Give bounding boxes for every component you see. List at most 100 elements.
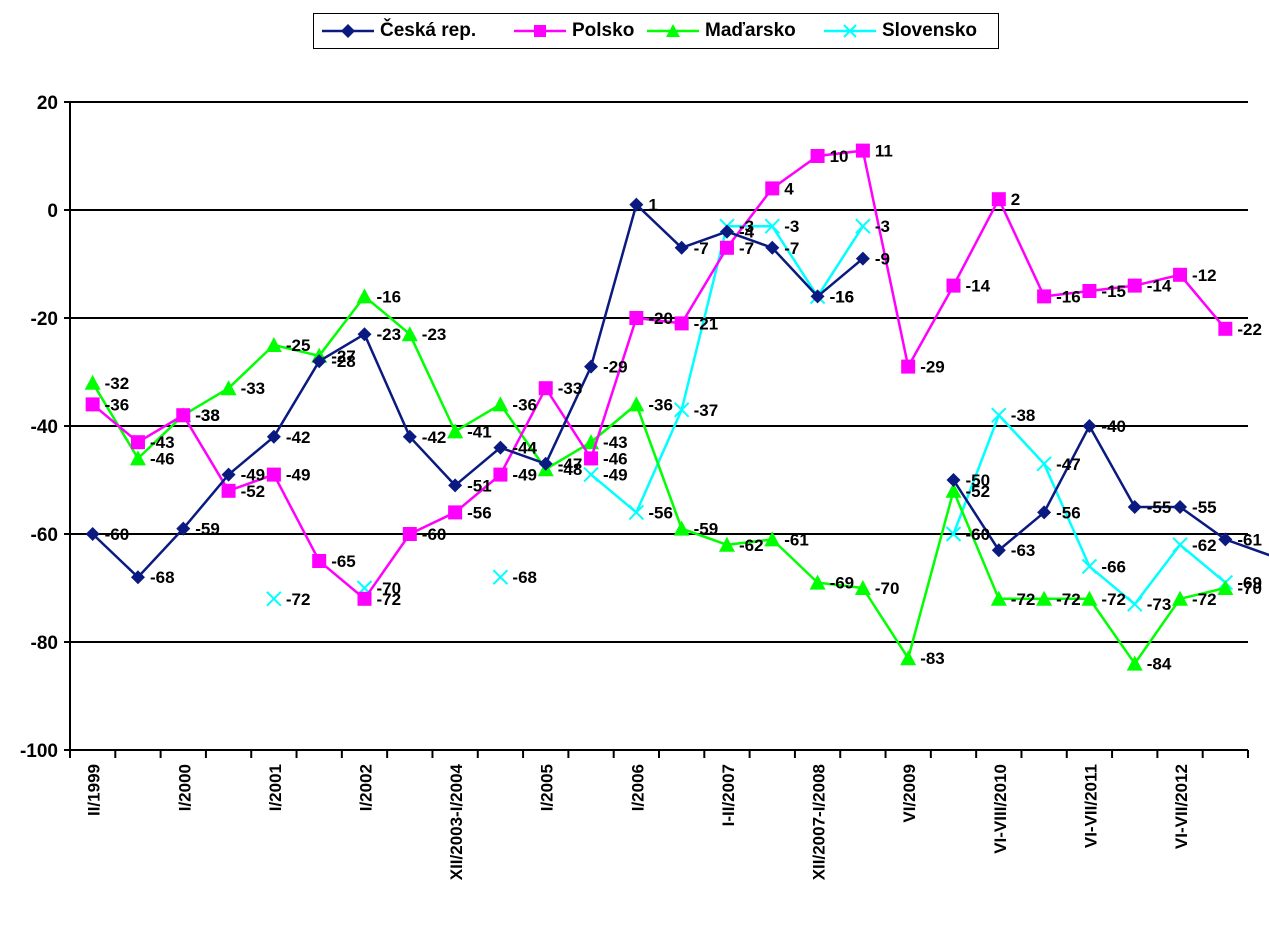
data-label-madarsko: -43 xyxy=(603,433,628,452)
data-label-madarsko: -70 xyxy=(875,579,900,598)
data-point-polsko xyxy=(674,316,689,331)
x-tick-label: XII/2007-I/2008 xyxy=(810,764,829,880)
data-point-madarsko xyxy=(990,590,1007,606)
data-point-madarsko xyxy=(764,531,781,547)
data-point-slovensko xyxy=(492,569,509,585)
data-label-polsko: -65 xyxy=(331,552,356,571)
data-point-ceska xyxy=(765,240,780,255)
legend-item-ceska: Česká rep. xyxy=(320,14,476,48)
data-point-madarsko xyxy=(401,326,418,342)
data-label-ceska: -55 xyxy=(1192,498,1217,517)
data-point-polsko xyxy=(130,435,145,450)
data-point-polsko xyxy=(448,505,463,520)
data-point-polsko xyxy=(901,359,916,374)
data-label-ceska: -40 xyxy=(1101,417,1126,436)
data-label-ceska: -29 xyxy=(603,358,628,377)
data-label-polsko: 11 xyxy=(875,142,893,161)
data-label-madarsko: -32 xyxy=(105,374,130,393)
data-point-ceska xyxy=(991,543,1006,558)
data-label-madarsko: -62 xyxy=(739,536,764,555)
data-point-madarsko xyxy=(1172,590,1189,606)
data-label-slovensko: -60 xyxy=(966,525,991,544)
legend-label-slovensko: Slovensko xyxy=(882,20,978,41)
data-label-madarsko: -52 xyxy=(966,482,991,501)
data-point-polsko xyxy=(629,311,644,325)
data-point-madarsko xyxy=(854,580,871,595)
data-point-ceska xyxy=(629,197,644,212)
data-point-slovensko xyxy=(1172,537,1188,553)
data-point-polsko xyxy=(312,554,327,568)
data-point-slovensko xyxy=(855,218,871,234)
data-point-slovensko xyxy=(764,218,780,234)
data-label-polsko: -14 xyxy=(1147,277,1172,296)
data-label-madarsko: -33 xyxy=(241,379,266,398)
y-tick-label: -20 xyxy=(31,309,58,330)
data-label-madarsko: -36 xyxy=(512,395,537,414)
y-tick-label: -100 xyxy=(20,741,58,762)
data-label-madarsko: -16 xyxy=(377,287,402,306)
x-tick-label: I/2002 xyxy=(357,764,376,811)
x-axis-ticks: II/1999 I/2000 I/2001 I/2002 XII/2003-I/2004… xyxy=(69,750,1249,880)
data-label-polsko: 4 xyxy=(784,179,794,198)
data-label-ceska: -44 xyxy=(512,439,537,458)
data-point-slovensko xyxy=(991,407,1007,423)
data-label-ceska: -4 xyxy=(739,223,755,242)
series-line-slovensko xyxy=(590,224,864,515)
data-point-ceska xyxy=(946,473,961,487)
data-label-slovensko: -56 xyxy=(648,503,673,522)
data-point-ceska xyxy=(855,251,870,266)
data-label-polsko: -15 xyxy=(1101,282,1126,301)
data-label-madarsko: -38 xyxy=(195,406,220,425)
data-point-madarsko xyxy=(1217,580,1234,595)
data-point-ceska xyxy=(584,359,599,374)
data-point-ceska xyxy=(1218,532,1233,547)
data-labels-layer: -72-70-68-49-56-37-3 -3-16-3-60-38-47-66-… xyxy=(105,142,1262,674)
data-label-slovensko: -3 xyxy=(784,217,799,236)
data-point-polsko xyxy=(357,591,372,606)
y-tick-label: -40 xyxy=(31,417,58,438)
x-tick-label: VI-VII/2012 xyxy=(1172,764,1191,849)
data-point-slovensko xyxy=(1081,558,1098,575)
data-label-polsko: -29 xyxy=(920,358,945,377)
data-point-polsko xyxy=(402,527,417,541)
x-tick-label: XII/2003-I/2004 xyxy=(447,763,466,880)
data-point-slovensko xyxy=(266,591,282,607)
x-tick-label: I/2005 xyxy=(538,764,557,811)
x-tick-label: VI/2009 xyxy=(900,764,919,823)
data-label-slovensko: -3 xyxy=(875,217,890,236)
data-label-polsko: -52 xyxy=(241,482,266,501)
data-label-madarsko: -25 xyxy=(286,336,311,355)
data-point-madarsko xyxy=(129,450,146,466)
data-point-madarsko xyxy=(628,396,645,412)
data-label-ceska: -47 xyxy=(558,455,583,474)
data-label-slovensko: -62 xyxy=(1192,536,1217,555)
data-point-madarsko xyxy=(492,396,509,412)
data-point-ceska xyxy=(1082,419,1097,433)
data-label-ceska: -23 xyxy=(377,325,402,344)
y-axis-ticks: 20 0 -20 -40 -60 -80 -100 xyxy=(20,93,70,762)
data-point-ceska xyxy=(674,240,689,255)
data-label-ceska: -9 xyxy=(875,250,890,269)
data-point-ceska xyxy=(538,456,553,471)
data-point-ceska xyxy=(810,289,825,304)
series-line-ceska xyxy=(952,423,1269,557)
data-label-madarsko: -69 xyxy=(830,574,855,593)
data-point-polsko xyxy=(266,467,281,482)
data-label-ceska: -51 xyxy=(467,476,492,495)
data-point-madarsko xyxy=(447,423,464,439)
data-label-slovensko: -69 xyxy=(1237,574,1262,593)
data-label-polsko: -56 xyxy=(467,503,492,522)
data-label-ceska: -68 xyxy=(150,568,175,587)
data-label-ceska: -59 xyxy=(195,520,220,539)
data-point-slovensko xyxy=(583,466,599,483)
data-label-slovensko: -72 xyxy=(286,590,311,609)
x-tick-label: I-II/2007 xyxy=(719,764,738,826)
data-label-ceska: -7 xyxy=(694,239,709,258)
gridlines xyxy=(70,101,1248,751)
data-label-ceska: -7 xyxy=(784,239,799,258)
data-point-ceska xyxy=(176,521,191,536)
data-label-slovensko: -70 xyxy=(377,579,402,598)
data-label-ceska: -63 xyxy=(1011,541,1036,560)
data-point-polsko xyxy=(765,181,780,196)
